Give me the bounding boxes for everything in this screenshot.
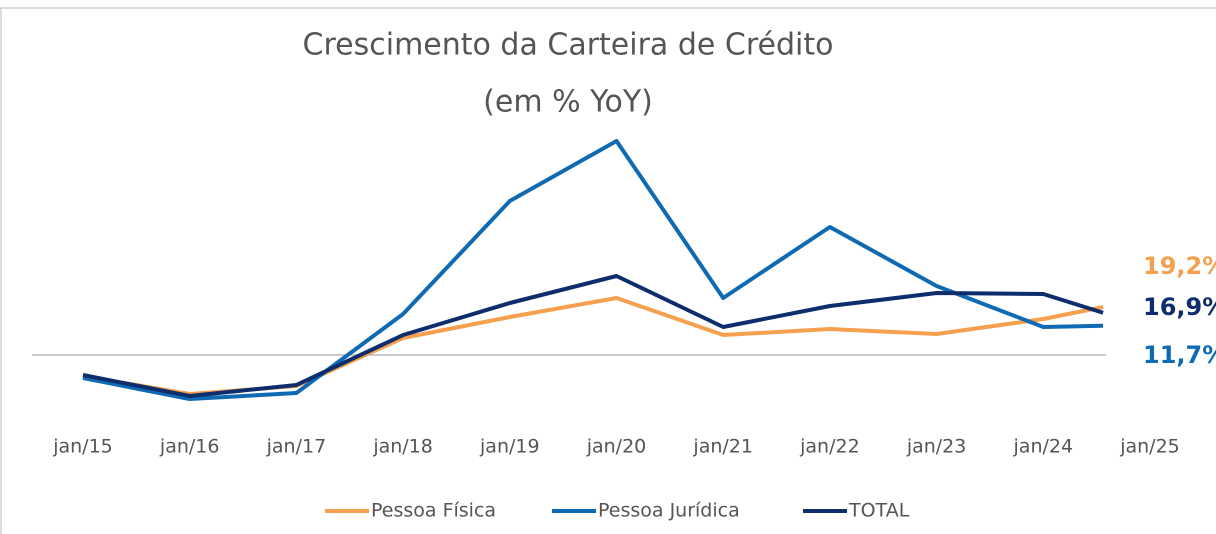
x-tick-label: jan/16 <box>159 436 220 458</box>
chart-title: Crescimento da Carteira de Crédito <box>303 28 834 63</box>
x-tick-label: jan/23 <box>906 436 967 458</box>
x-tick-label: jan/24 <box>1013 436 1074 458</box>
series-line <box>82 274 1104 398</box>
value-label: 19,2% <box>1143 252 1216 280</box>
chart-subtitle: (em % YoY) <box>483 85 653 120</box>
x-tick-label: jan/19 <box>479 436 540 458</box>
value-label: 16,9% <box>1143 293 1216 321</box>
x-tick-label: jan/18 <box>372 436 433 458</box>
x-tick-label: jan/20 <box>586 436 647 458</box>
value-label: 11,7% <box>1143 341 1216 369</box>
x-tick-label: jan/25 <box>1119 436 1180 458</box>
series-line <box>82 139 1104 401</box>
x-tick-label: jan/17 <box>266 436 327 458</box>
legend-label: TOTAL <box>848 500 910 522</box>
legend-label: Pessoa Física <box>371 500 496 522</box>
x-tick-label: jan/21 <box>692 436 753 458</box>
x-tick-label: jan/15 <box>52 436 113 458</box>
x-tick-label: jan/22 <box>799 436 860 458</box>
series-line <box>82 296 1104 396</box>
legend-label: Pessoa Jurídica <box>598 500 740 522</box>
